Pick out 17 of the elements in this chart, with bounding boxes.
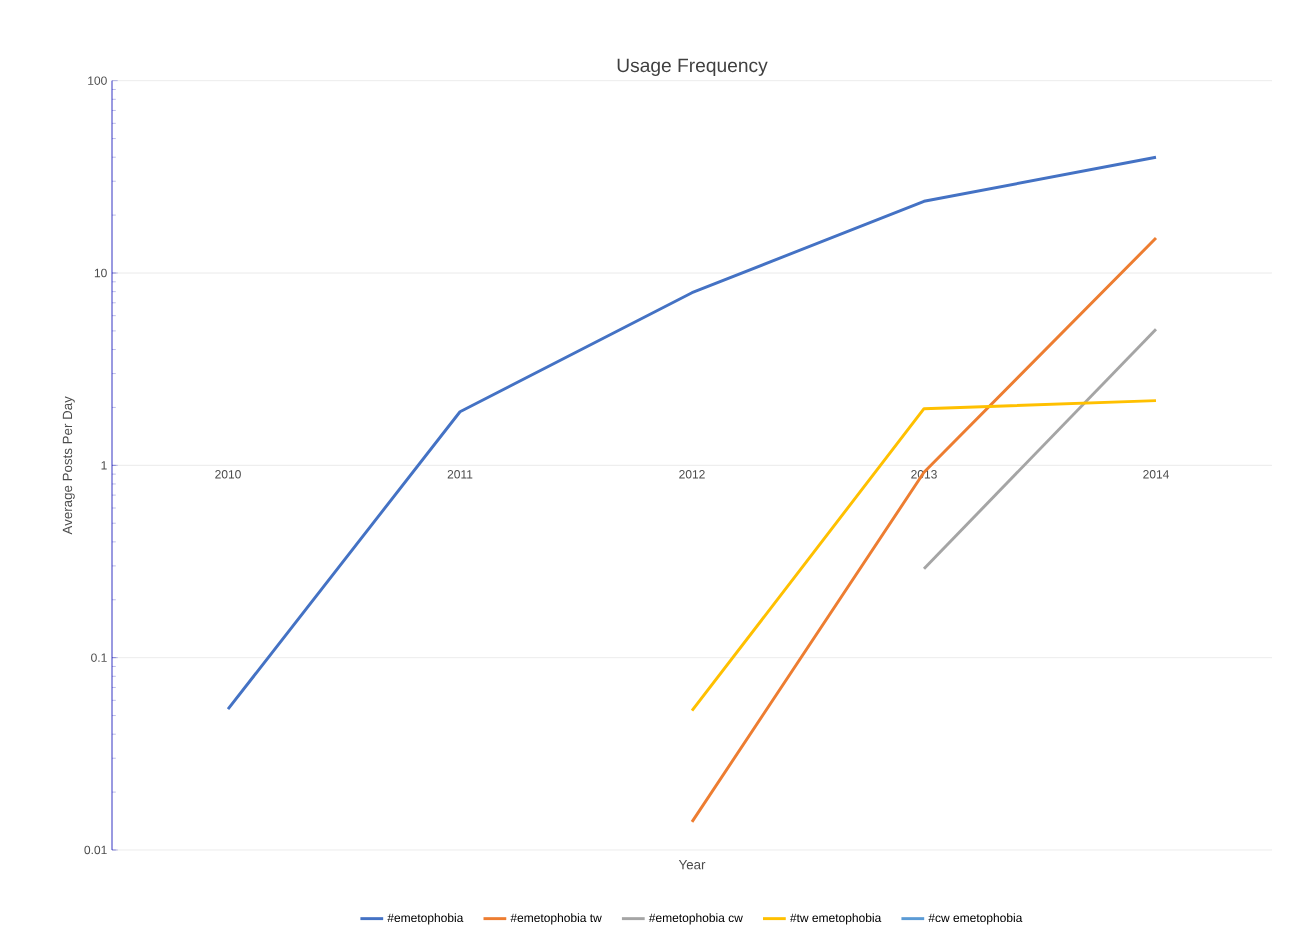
y-tick-label: 0.1 (91, 653, 107, 662)
y-tick-label: 1 (101, 461, 107, 470)
legend-label: #emetophobia tw (510, 913, 602, 925)
chart-title: Usage Frequency (617, 58, 768, 76)
x-tick-label: 2011 (447, 470, 473, 479)
legend-label: #cw emetophobia (928, 913, 1023, 925)
y-axis-title: Average Posts Per Day (62, 396, 75, 535)
legend-label: #emetophobia (387, 913, 464, 925)
x-tick-label: 2014 (1143, 470, 1169, 479)
y-tick-label: 100 (88, 76, 107, 85)
legend-label: #tw emetophobia (789, 913, 882, 925)
legend-label: #emetophobia cw (648, 913, 743, 925)
x-axis-title: Year (678, 860, 706, 870)
x-tick-label: 2012 (679, 470, 705, 479)
x-tick-label: 2010 (215, 470, 241, 479)
y-tick-label: 10 (94, 268, 107, 278)
y-tick-label: 0.01 (84, 845, 107, 855)
